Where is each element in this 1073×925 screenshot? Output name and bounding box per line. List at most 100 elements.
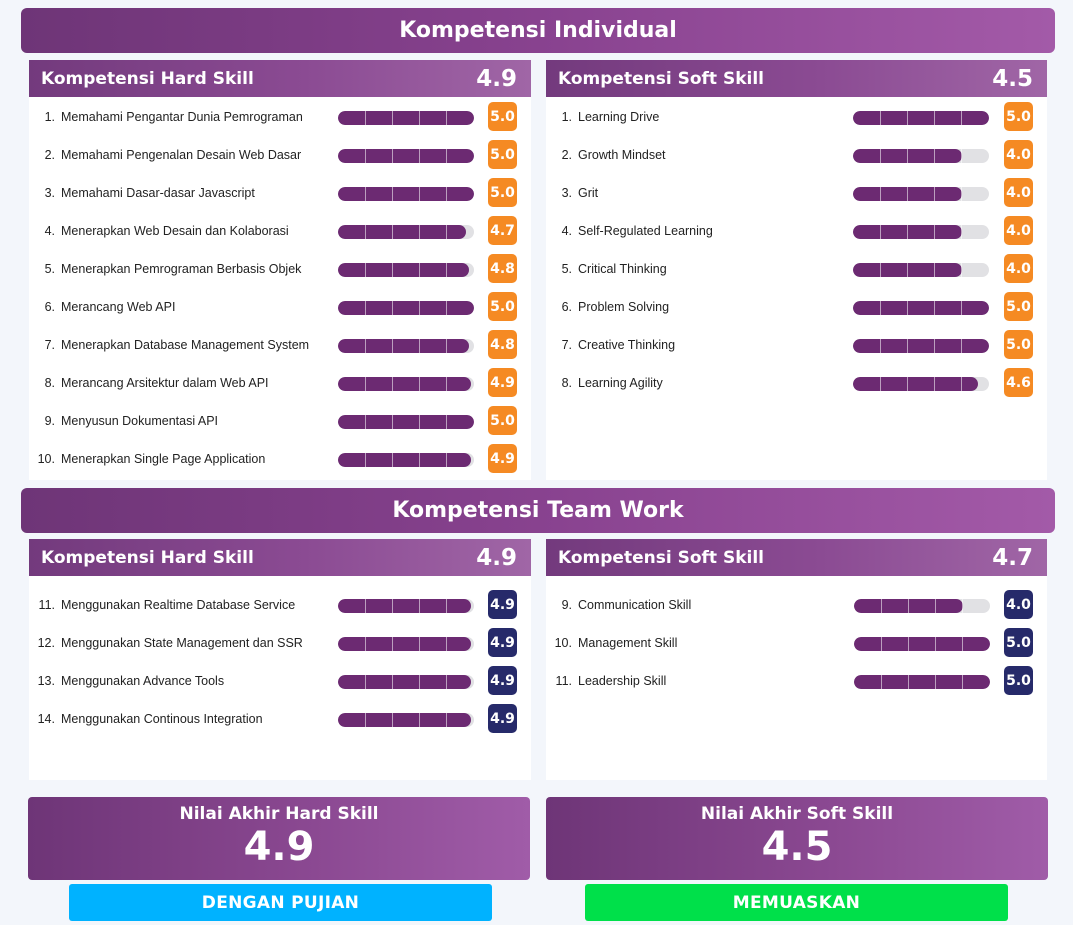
skill-progress-bar: [853, 225, 989, 239]
skill-score-badge: 4.0: [1004, 254, 1033, 283]
skill-label: Menerapkan Web Desain dan Kolaborasi: [61, 224, 289, 238]
progress-segment-divider: [365, 713, 366, 727]
skill-progress-bar: [853, 263, 989, 277]
progress-segment-divider: [907, 377, 908, 391]
progress-segment-divider: [365, 339, 366, 353]
progress-segment-divider: [392, 301, 393, 315]
skill-row: 1. Learning Drive 5.0: [546, 102, 1047, 132]
progress-segment-divider: [446, 301, 447, 315]
progress-segment-divider: [446, 149, 447, 163]
teamwork-title: Kompetensi Team Work: [392, 498, 684, 523]
progress-segment-divider: [880, 301, 881, 315]
skill-number: 8.: [561, 376, 572, 390]
skill-score-badge: 4.0: [1004, 216, 1033, 245]
progress-segment-divider: [419, 263, 420, 277]
skill-row: 7. Menerapkan Database Management System 4…: [29, 330, 531, 360]
skill-number: 6.: [561, 300, 572, 314]
skill-label: Self-Regulated Learning: [578, 224, 713, 238]
skill-progress-bar: [338, 415, 474, 429]
progress-segment-divider: [907, 225, 908, 239]
progress-segment-divider: [907, 301, 908, 315]
skill-progress-fill: [338, 713, 472, 727]
skill-row: 6. Problem Solving 5.0: [546, 292, 1047, 322]
progress-segment-divider: [880, 377, 881, 391]
progress-segment-divider: [419, 111, 420, 125]
final-hard-title: Nilai Akhir Hard Skill: [179, 804, 379, 824]
skill-progress-fill: [853, 301, 989, 315]
skill-number: 12.: [37, 636, 55, 650]
skill-progress-bar: [338, 187, 474, 201]
progress-segment-divider: [392, 339, 393, 353]
skill-score-badge: 5.0: [1004, 666, 1033, 695]
skill-score-badge: 5.0: [488, 102, 517, 131]
progress-segment-divider: [446, 599, 447, 613]
progress-segment-divider: [392, 453, 393, 467]
skill-label: Merancang Web API: [61, 300, 176, 314]
skill-label: Menggunakan Realtime Database Service: [61, 598, 296, 612]
skill-score-badge: 4.6: [1004, 368, 1033, 397]
progress-segment-divider: [880, 149, 881, 163]
progress-segment-divider: [880, 225, 881, 239]
progress-segment-divider: [961, 377, 962, 391]
progress-segment-divider: [962, 637, 963, 651]
progress-segment-divider: [446, 111, 447, 125]
progress-segment-divider: [934, 263, 935, 277]
skill-progress-fill: [338, 637, 472, 651]
skill-score-badge: 4.7: [488, 216, 517, 245]
teamwork-soft-panel: Kompetensi Soft Skill 4.7 9. Communicatio…: [546, 539, 1047, 780]
skill-number: 1.: [44, 110, 55, 124]
progress-segment-divider: [880, 263, 881, 277]
progress-segment-divider: [908, 599, 909, 613]
skill-score-badge: 4.8: [488, 254, 517, 283]
skill-label: Management Skill: [578, 636, 678, 650]
skill-progress-bar: [338, 637, 474, 651]
progress-segment-divider: [908, 675, 909, 689]
skill-row: 1. Memahami Pengantar Dunia Pemrograman 5.…: [29, 102, 531, 132]
progress-segment-divider: [907, 149, 908, 163]
skill-row: 3. Memahami Dasar-dasar Javascript 5.0: [29, 178, 531, 208]
skill-progress-fill: [338, 675, 472, 689]
skill-progress-fill: [853, 377, 979, 391]
skill-progress-fill: [338, 263, 469, 277]
skill-progress-fill: [338, 111, 474, 125]
progress-segment-divider: [392, 111, 393, 125]
final-soft-card: Nilai Akhir Soft Skill 4.5: [546, 797, 1048, 880]
progress-segment-divider: [419, 187, 420, 201]
skill-progress-bar: [338, 713, 474, 727]
progress-segment-divider: [419, 225, 420, 239]
skill-row: 5. Critical Thinking 4.0: [546, 254, 1047, 284]
progress-segment-divider: [881, 637, 882, 651]
skill-label: Menggunakan State Management dan SSR: [61, 636, 303, 650]
teamwork-banner: Kompetensi Team Work: [21, 488, 1055, 533]
progress-segment-divider: [365, 675, 366, 689]
skill-row: 10. Menerapkan Single Page Application 4.9: [29, 444, 531, 474]
skill-progress-bar: [338, 453, 474, 467]
progress-segment-divider: [907, 263, 908, 277]
skill-score-badge: 5.0: [488, 140, 517, 169]
skill-row: 14. Menggunakan Continous Integration 4.9: [29, 704, 531, 734]
progress-segment-divider: [392, 187, 393, 201]
skill-progress-bar: [854, 599, 990, 613]
individual-hard-panel: Kompetensi Hard Skill 4.9 1. Memahami Pen…: [29, 60, 531, 480]
final-soft-title: Nilai Akhir Soft Skill: [700, 804, 894, 824]
progress-segment-divider: [419, 599, 420, 613]
skill-number: 3.: [561, 186, 572, 200]
skill-label: Learning Agility: [578, 376, 663, 390]
progress-segment-divider: [934, 339, 935, 353]
progress-segment-divider: [446, 415, 447, 429]
progress-segment-divider: [881, 599, 882, 613]
skill-row: 4. Self-Regulated Learning 4.0: [546, 216, 1047, 246]
skill-score-badge: 5.0: [1004, 330, 1033, 359]
skill-row: 11. Leadership Skill 5.0: [546, 666, 1047, 696]
final-soft-predicate-label: MEMUASKAN: [732, 892, 861, 913]
individual-title: Kompetensi Individual: [399, 18, 677, 43]
skill-number: 7.: [561, 338, 572, 352]
progress-segment-divider: [365, 415, 366, 429]
progress-segment-divider: [907, 111, 908, 125]
progress-segment-divider: [392, 149, 393, 163]
progress-segment-divider: [392, 599, 393, 613]
skill-score-badge: 5.0: [1004, 292, 1033, 321]
progress-segment-divider: [961, 225, 962, 239]
skill-progress-fill: [853, 339, 989, 353]
skill-number: 4.: [561, 224, 572, 238]
